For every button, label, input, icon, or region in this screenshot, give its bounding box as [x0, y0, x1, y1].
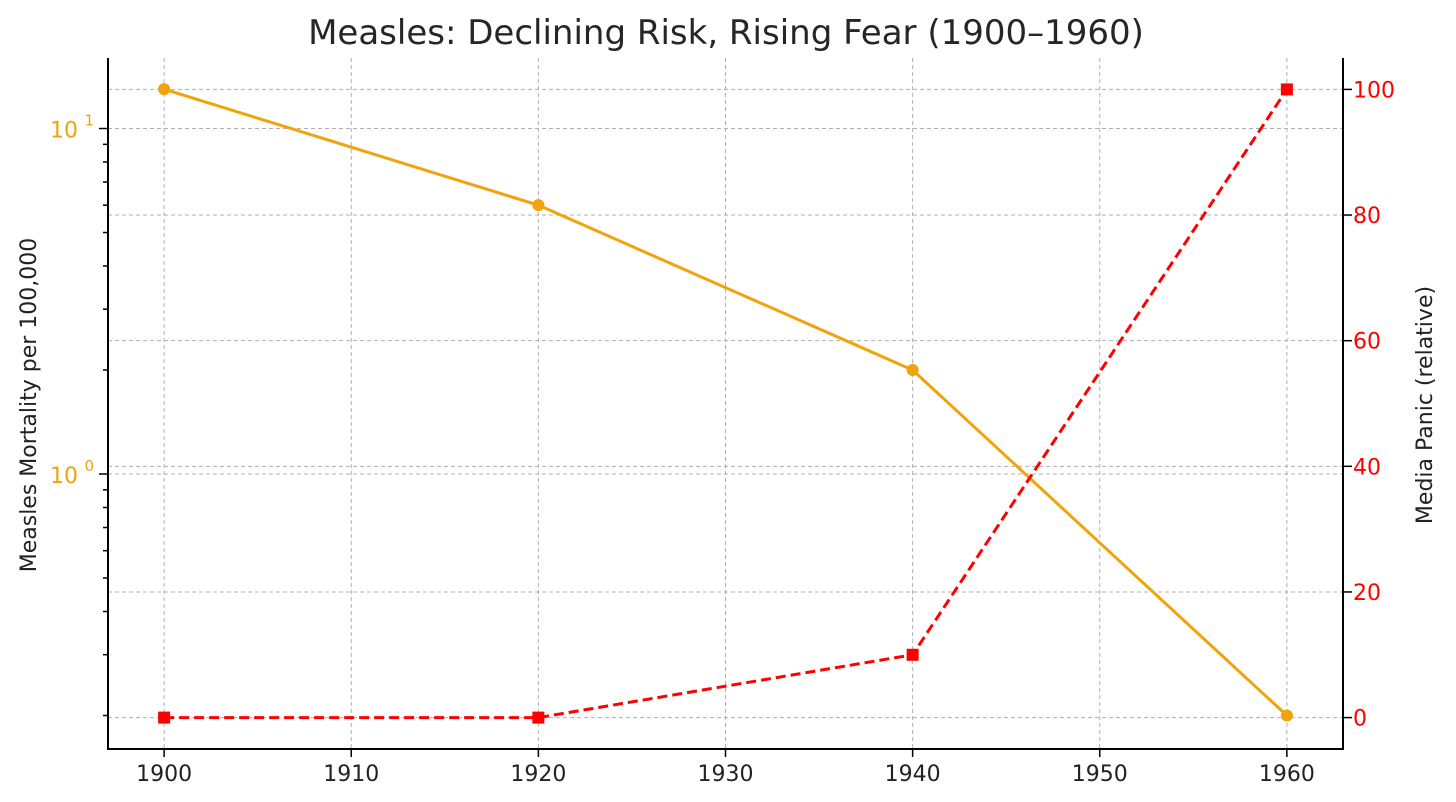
- series-1-point: [906, 648, 919, 661]
- right-tick-label: 80: [1353, 204, 1381, 229]
- series-0-point: [532, 199, 545, 212]
- right-tick-label: 40: [1353, 455, 1381, 480]
- series-1-point: [1280, 83, 1293, 96]
- right-axis-label: Media Panic (relative): [1413, 286, 1438, 524]
- left-axis-label: Measles Mortality per 100,000: [17, 238, 42, 573]
- left-tick-exponent: 1: [84, 112, 94, 130]
- right-tick-label: 0: [1353, 707, 1367, 732]
- series-1-point: [532, 711, 545, 724]
- chart-title: Measles: Declining Risk, Rising Fear (19…: [308, 13, 1144, 53]
- left-tick-label: 10: [50, 119, 78, 144]
- x-tick-label: 1900: [136, 762, 192, 787]
- series-0-point: [1280, 709, 1293, 722]
- series-0-point: [906, 364, 919, 377]
- left-tick-label: 10: [50, 464, 78, 489]
- x-tick-label: 1960: [1259, 762, 1315, 787]
- series-line-1: [164, 88, 1289, 720]
- x-tick-label: 1910: [323, 762, 379, 787]
- right-tick-label: 100: [1353, 78, 1395, 103]
- series: [158, 83, 1293, 724]
- x-tick-label: 1950: [1072, 762, 1128, 787]
- series-1-point: [158, 711, 171, 724]
- right-tick-label: 60: [1353, 330, 1381, 355]
- x-tick-label: 1920: [510, 762, 566, 787]
- left-tick-exponent: 0: [84, 457, 94, 475]
- x-tick-label: 1930: [698, 762, 754, 787]
- series-line-0: [163, 87, 1288, 717]
- x-tick-label: 1940: [885, 762, 941, 787]
- right-tick-label: 20: [1353, 581, 1381, 606]
- series-0-point: [158, 83, 171, 96]
- axis-spines: [107, 58, 1344, 750]
- grid: [108, 58, 1343, 749]
